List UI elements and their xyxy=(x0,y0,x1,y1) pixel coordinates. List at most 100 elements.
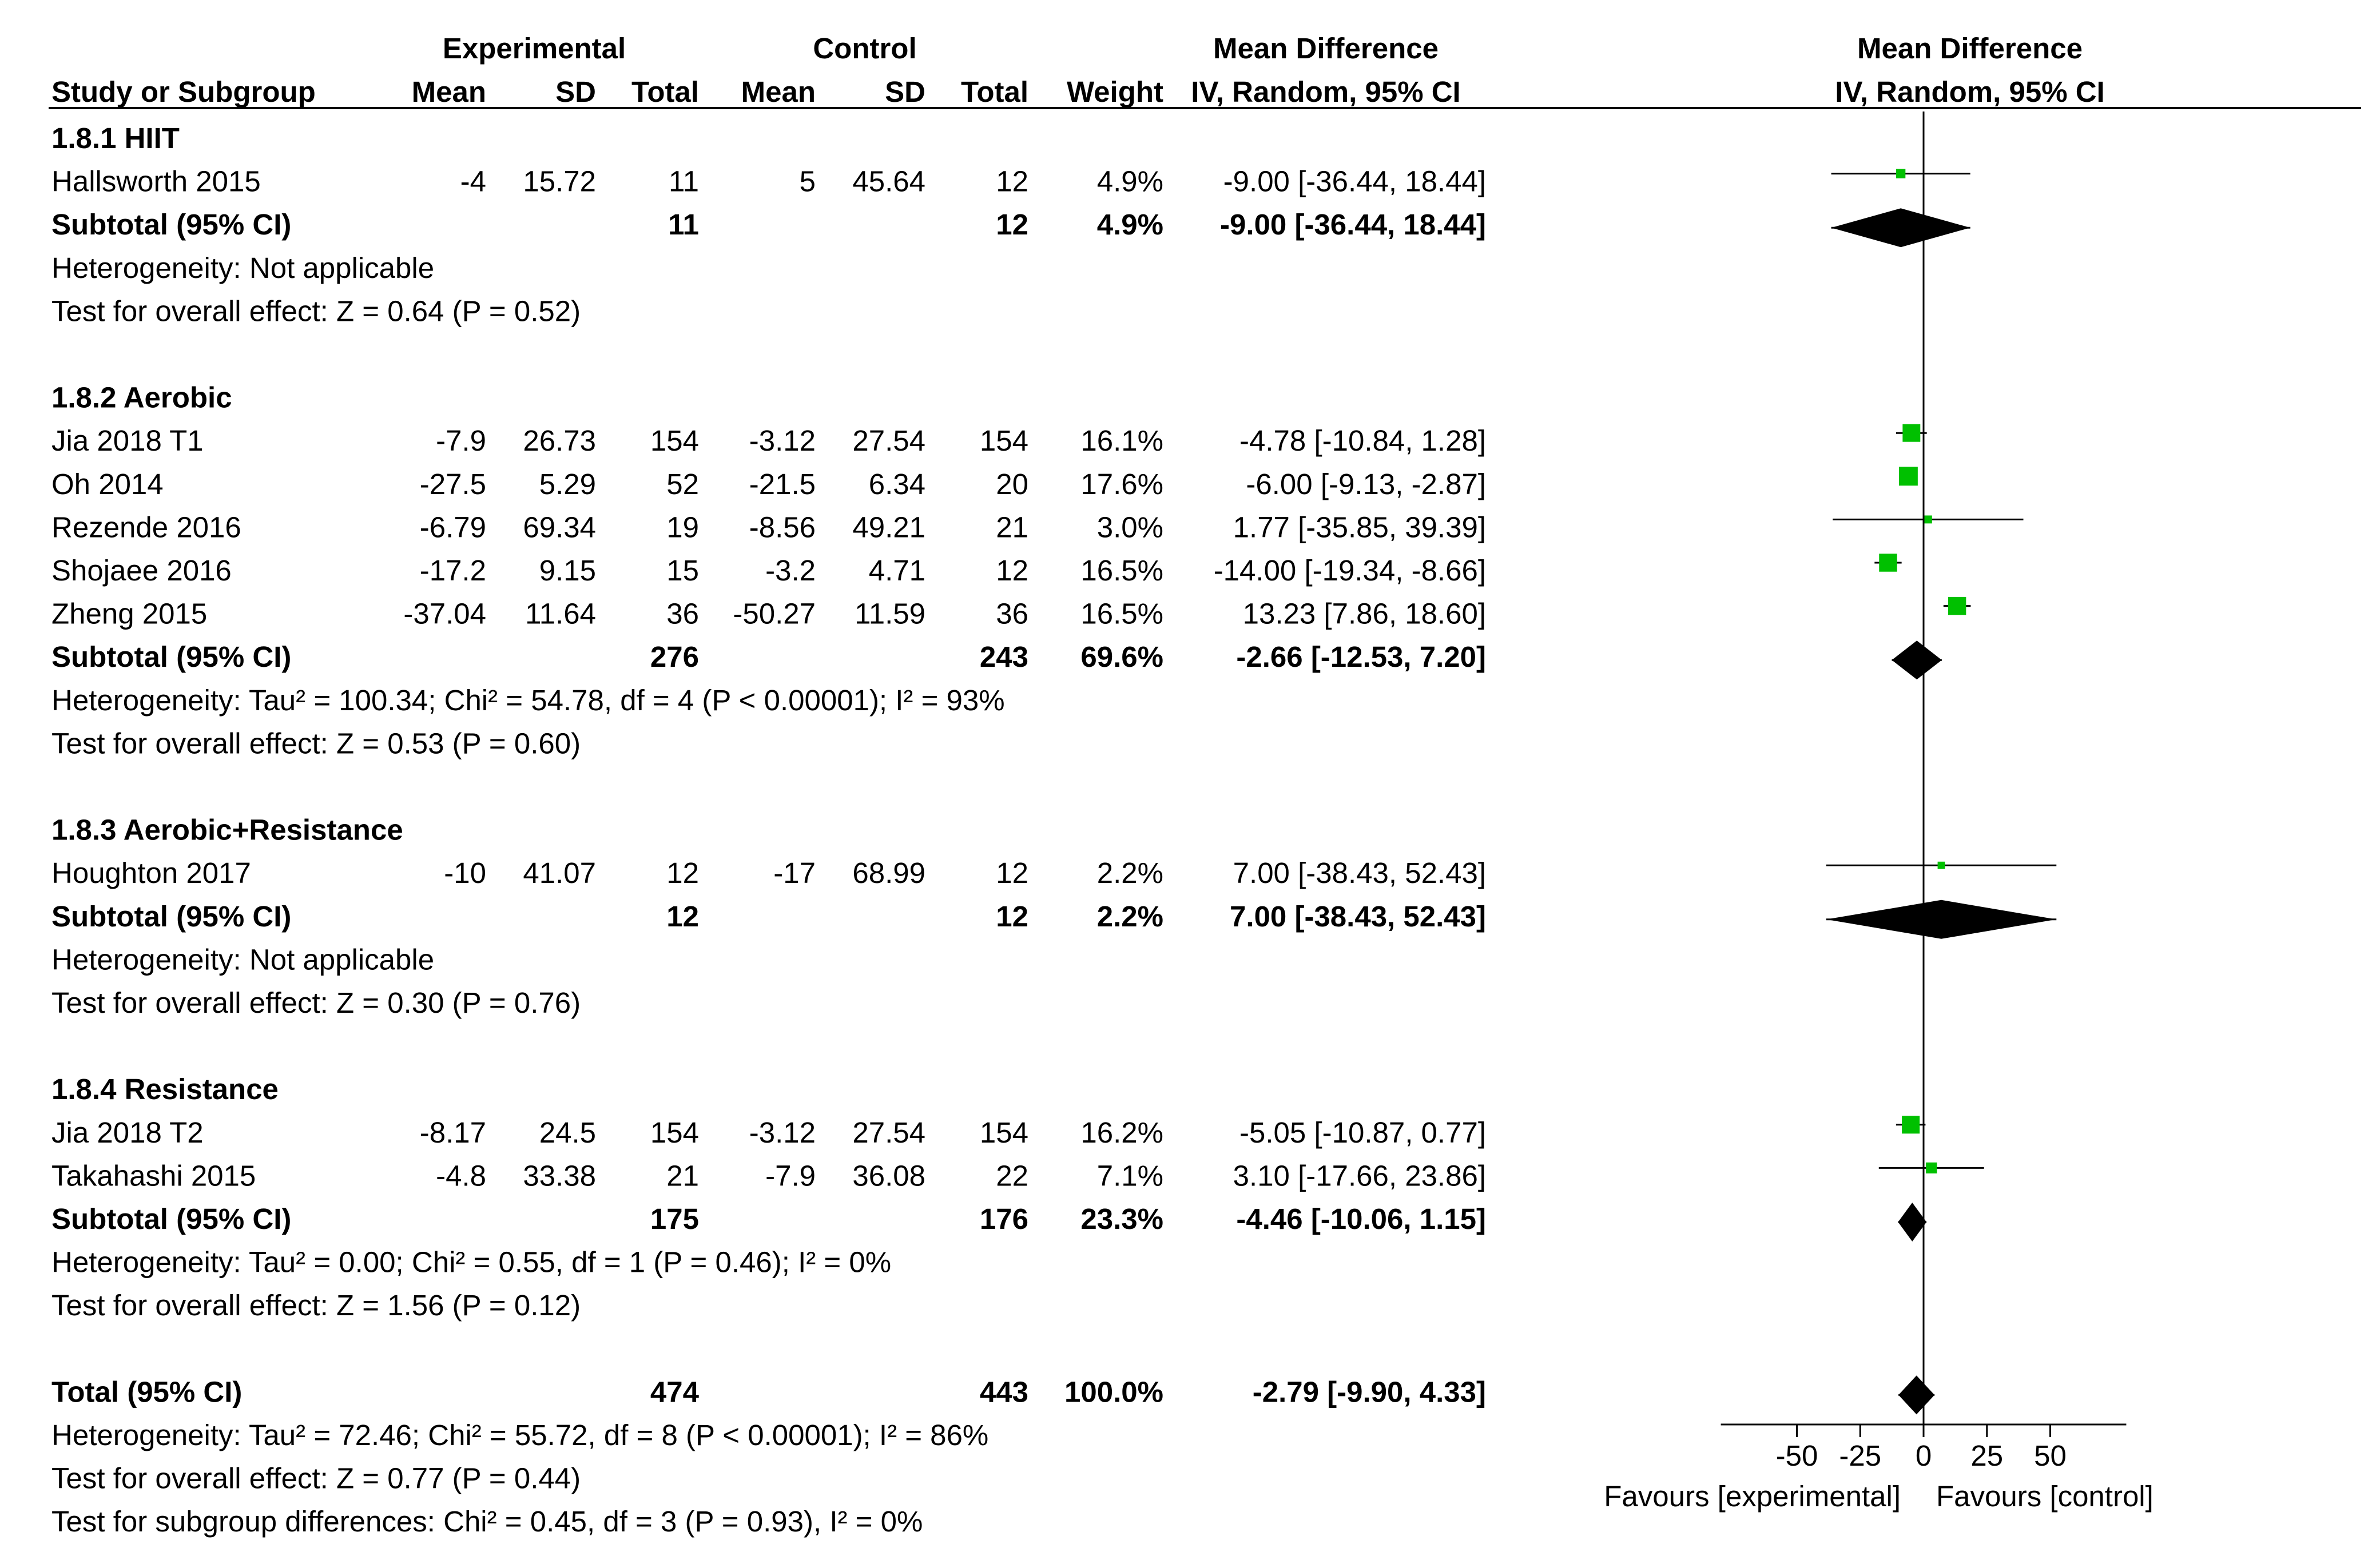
ctrl-sd-cell: 4.71 xyxy=(869,554,925,587)
weight-cell: 100.0% xyxy=(1064,1375,1163,1408)
study-marker xyxy=(1896,169,1906,178)
x-tick-label: 0 xyxy=(1916,1439,1932,1472)
favours-control-label: Favours [control] xyxy=(1936,1480,2153,1513)
exp-total-cell: 15 xyxy=(666,554,699,587)
subtotal-label: Subtotal (95% CI) xyxy=(51,900,291,933)
exp-sd-cell: 9.15 xyxy=(539,554,596,587)
header-ctrl-sd: SD xyxy=(885,75,925,108)
header-exp-mean: Mean xyxy=(412,75,486,108)
ctrl-sd-cell: 68.99 xyxy=(852,857,925,889)
x-tick-label: 25 xyxy=(1970,1439,2003,1472)
header-method-plot: IV, Random, 95% CI xyxy=(1835,75,2104,108)
weight-cell: 17.6% xyxy=(1080,468,1163,500)
x-tick-label: -50 xyxy=(1776,1439,1818,1472)
study-label: Rezende 2016 xyxy=(51,511,241,543)
subtotal-label: Subtotal (95% CI) xyxy=(51,1203,291,1235)
ctrl-total-cell: 154 xyxy=(980,424,1028,457)
ctrl-mean-cell: -50.27 xyxy=(733,598,816,630)
exp-mean-cell: -10 xyxy=(444,857,486,889)
exp-sd-cell: 33.38 xyxy=(523,1159,596,1192)
subgroup-header: 1.8.4 Resistance xyxy=(51,1073,279,1105)
stats-note: Heterogeneity: Tau² = 72.46; Chi² = 55.7… xyxy=(51,1419,988,1451)
weight-cell: 3.0% xyxy=(1097,511,1163,543)
study-marker xyxy=(1937,861,1945,869)
subgroup-header: 1.8.3 Aerobic+Resistance xyxy=(51,814,403,846)
stats-note: Heterogeneity: Not applicable xyxy=(51,943,434,976)
ctrl-mean-cell: 5 xyxy=(800,165,816,198)
ci-cell: -6.00 [-9.13, -2.87] xyxy=(1246,468,1486,500)
stats-note: Test for overall effect: Z = 0.64 (P = 0… xyxy=(51,295,581,327)
study-label: Jia 2018 T1 xyxy=(51,424,204,457)
weight-cell: 16.5% xyxy=(1080,598,1163,630)
header-experimental: Experimental xyxy=(443,32,626,65)
study-marker xyxy=(1898,467,1918,486)
plot-area: -50 -25 0 25 50 Favours [experimental] Favours… xyxy=(1604,112,2153,1513)
study-marker xyxy=(1902,1116,1920,1134)
favours-experimental-label: Favours [experimental] xyxy=(1604,1480,1901,1513)
study-marker xyxy=(1924,515,1932,524)
ctrl-mean-cell: -17 xyxy=(773,857,816,889)
ctrl-sd-cell: 27.54 xyxy=(852,424,925,457)
weight-cell: 16.2% xyxy=(1080,1116,1163,1149)
weight-cell: 2.2% xyxy=(1097,900,1163,933)
ctrl-total-cell: 12 xyxy=(996,900,1028,933)
exp-total-cell: 154 xyxy=(650,1116,699,1149)
stats-note: Test for overall effect: Z = 0.30 (P = 0… xyxy=(51,986,581,1019)
ctrl-mean-cell: -3.12 xyxy=(749,424,816,457)
exp-mean-cell: -8.17 xyxy=(420,1116,486,1149)
ci-cell: -5.05 [-10.87, 0.77] xyxy=(1239,1116,1486,1149)
ctrl-sd-cell: 6.34 xyxy=(869,468,925,500)
header-exp-sd: SD xyxy=(555,75,596,108)
study-marker xyxy=(1948,596,1966,615)
ci-cell: 3.10 [-17.66, 23.86] xyxy=(1233,1159,1486,1192)
stats-note: Heterogeneity: Tau² = 0.00; Chi² = 0.55,… xyxy=(51,1246,891,1279)
exp-total-cell: 21 xyxy=(666,1159,699,1192)
stats-note: Heterogeneity: Tau² = 100.34; Chi² = 54.… xyxy=(51,684,1005,717)
stats-note: Test for subgroup differences: Chi² = 0.… xyxy=(51,1505,923,1538)
study-label: Takahashi 2015 xyxy=(51,1159,256,1192)
ci-cell: -14.00 [-19.34, -8.66] xyxy=(1214,554,1486,587)
ctrl-total-cell: 36 xyxy=(996,598,1028,630)
ctrl-total-cell: 21 xyxy=(996,511,1028,543)
ctrl-total-cell: 243 xyxy=(980,640,1028,673)
exp-mean-cell: -17.2 xyxy=(420,554,486,587)
total-label: Total (95% CI) xyxy=(51,1375,242,1408)
ci-cell: -9.00 [-36.44, 18.44] xyxy=(1220,208,1486,241)
study-label: Hallsworth 2015 xyxy=(51,165,261,198)
exp-total-cell: 175 xyxy=(650,1203,699,1235)
exp-total-cell: 11 xyxy=(669,165,699,198)
subtotal-label: Subtotal (95% CI) xyxy=(51,640,291,673)
exp-total-cell: 36 xyxy=(666,598,699,630)
exp-mean-cell: -37.04 xyxy=(403,598,486,630)
exp-mean-cell: -27.5 xyxy=(420,468,486,500)
ctrl-sd-cell: 11.59 xyxy=(855,598,925,630)
exp-sd-cell: 5.29 xyxy=(539,468,596,500)
stats-note: Test for overall effect: Z = 0.53 (P = 0… xyxy=(51,727,581,759)
study-label: Zheng 2015 xyxy=(51,598,207,630)
study-label: Jia 2018 T2 xyxy=(51,1116,204,1149)
exp-sd-cell: 69.34 xyxy=(523,511,596,543)
exp-sd-cell: 11.64 xyxy=(525,598,596,630)
exp-total-cell: 154 xyxy=(650,424,699,457)
header-method: IV, Random, 95% CI xyxy=(1191,75,1460,108)
header-ctrl-total: Total xyxy=(961,75,1028,108)
ctrl-sd-cell: 27.54 xyxy=(852,1116,925,1149)
exp-mean-cell: -7.9 xyxy=(436,424,486,457)
ctrl-sd-cell: 49.21 xyxy=(852,511,925,543)
header-study: Study or Subgroup xyxy=(51,75,316,108)
stats-note: Test for overall effect: Z = 0.77 (P = 0… xyxy=(51,1462,581,1495)
weight-cell: 4.9% xyxy=(1097,165,1163,198)
ctrl-sd-cell: 36.08 xyxy=(852,1159,925,1192)
ctrl-total-cell: 176 xyxy=(980,1203,1028,1235)
x-tick-label: 50 xyxy=(2034,1439,2067,1472)
exp-sd-cell: 24.5 xyxy=(539,1116,596,1149)
header-area: Experimental Control Mean Difference Mea… xyxy=(49,32,2361,109)
weight-cell: 69.6% xyxy=(1080,640,1163,673)
ctrl-total-cell: 22 xyxy=(996,1159,1028,1192)
header-control: Control xyxy=(813,32,916,65)
ctrl-total-cell: 20 xyxy=(996,468,1028,500)
x-tick-label: -25 xyxy=(1839,1439,1881,1472)
weight-cell: 16.5% xyxy=(1080,554,1163,587)
header-weight: Weight xyxy=(1067,75,1163,108)
exp-total-cell: 19 xyxy=(666,511,699,543)
